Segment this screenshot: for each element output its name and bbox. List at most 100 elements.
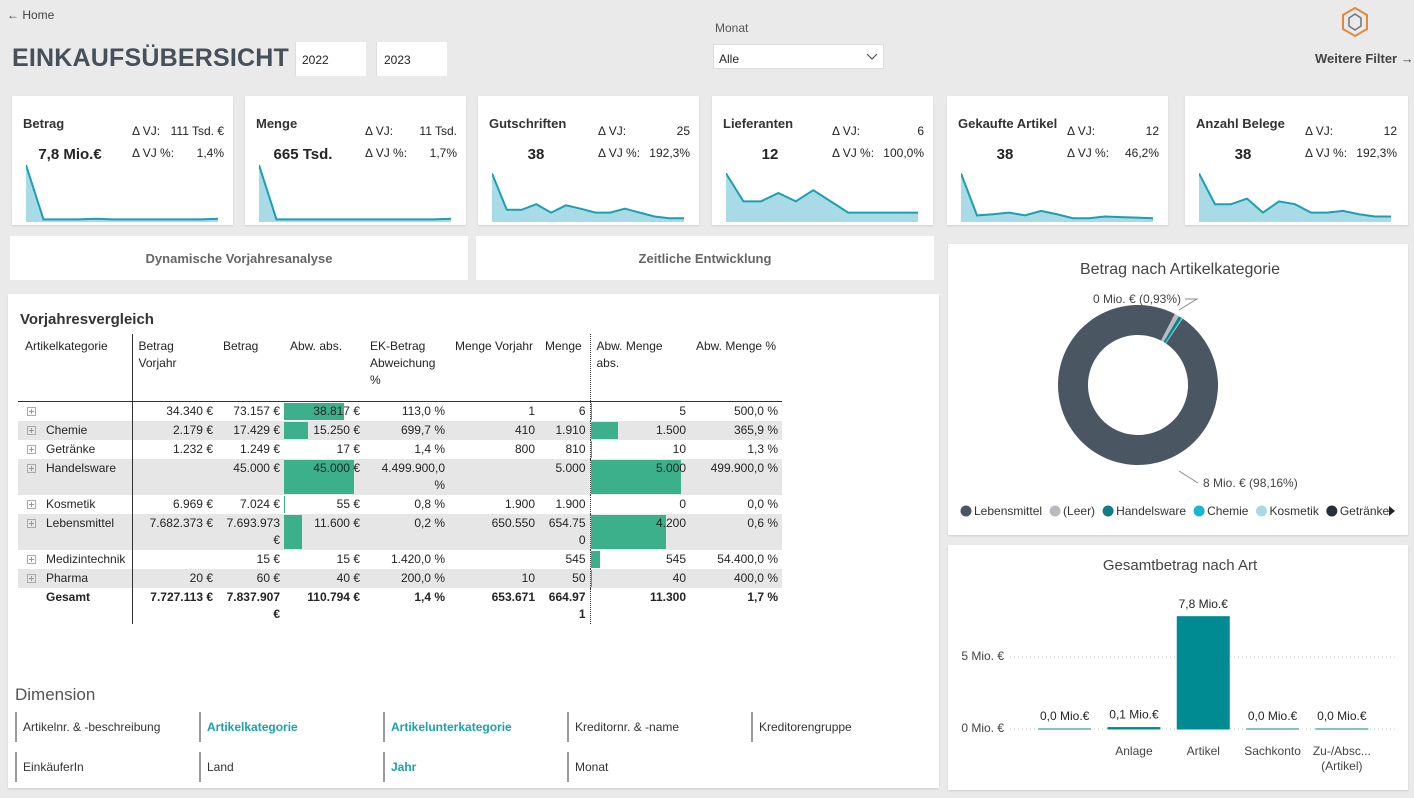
kpi-delta-pct: 46,2% <box>1124 146 1159 160</box>
table-cell: 1.249 € <box>217 440 284 459</box>
column-header: Abw. Menge abs. <box>589 334 690 402</box>
month-dropdown[interactable]: Alle <box>713 44 884 69</box>
dimension-option[interactable]: Monat <box>567 752 745 782</box>
dimension-option[interactable]: EinkäuferIn <box>15 752 193 782</box>
cell-text: 2.179 € <box>172 423 213 437</box>
table-cell: 0 <box>589 495 690 514</box>
year-tile[interactable]: 2022 <box>295 42 366 76</box>
table-cell: 55 € <box>284 495 364 514</box>
cell-text: 0 <box>679 497 686 511</box>
table-row: Getränke 1.232 € 1.249 € 17 € 1,4 % 800 810 10 1… <box>18 440 782 459</box>
table-cell: 810 <box>539 440 590 459</box>
cell-text: 800 <box>514 442 535 456</box>
expand-icon[interactable] <box>27 574 36 583</box>
dimension-option[interactable]: Artikelunterkategorie <box>383 712 561 742</box>
legend-next[interactable] <box>1389 506 1395 516</box>
dimension-option[interactable]: Kreditornr. & -name <box>567 712 745 742</box>
kpi-delta-pct: 1,4% <box>196 146 224 160</box>
bar <box>1246 728 1300 730</box>
cell-text: 1.900 <box>555 497 586 511</box>
dimension-option[interactable]: Artikelnr. & -beschreibung <box>15 712 193 742</box>
cell-text: 113,0 % <box>401 404 445 418</box>
kpi-title: Gutschriften <box>489 116 567 131</box>
kpi-delta-pct-label: Δ VJ %: <box>365 146 408 160</box>
dimension-option[interactable]: Artikelkategorie <box>199 712 377 742</box>
cell-text: 40 € <box>336 571 360 585</box>
cell-text: 545 <box>665 552 686 566</box>
table-cell: 0,6 % <box>690 514 782 550</box>
table-cell: 650.550 <box>449 514 539 550</box>
sparkline <box>726 172 918 222</box>
table-cell: 500,0 % <box>690 402 782 422</box>
kpi-card: Lieferanten 12 Δ VJ: Δ VJ %: 6 100,0% <box>712 96 933 225</box>
cell-text: Getränke <box>46 442 96 456</box>
comparison-table: Artikelkategorie Betrag Vorjahr Betrag Abw.… <box>18 334 782 624</box>
table-cell: 1.420,0 % <box>364 550 449 569</box>
table-cell: 45.000 € <box>217 459 284 495</box>
table-cell: 4.499.900,0 % <box>364 459 449 495</box>
nav-button[interactable]: Dynamische Vorjahresanalyse <box>10 236 468 280</box>
sparkline-line <box>726 172 918 214</box>
dimension-title: Dimension <box>15 685 96 704</box>
table-cell <box>449 459 539 495</box>
expand-icon[interactable] <box>27 407 36 416</box>
legend-marker <box>1255 505 1267 517</box>
dimension-option[interactable]: Jahr <box>383 752 561 782</box>
cell-text: Medizintechnik <box>46 552 126 566</box>
cell-text: 810 <box>565 442 586 456</box>
table-cell: 6.969 € <box>131 495 217 514</box>
year-tile[interactable]: 2023 <box>376 42 447 76</box>
nav-button[interactable]: Zeitliche Entwicklung <box>476 236 934 280</box>
data-label: 8 Mio. € (98,16%) <box>1203 476 1298 490</box>
kpi-card: Gutschriften 38 Δ VJ: Δ VJ %: 25 192,3% <box>478 96 699 225</box>
table-row: Medizintechnik 15 € 15 € 1.420,0 % 545 545 54.… <box>18 550 782 569</box>
cell-text: 5.000 <box>655 461 686 475</box>
dimension-option[interactable]: Land <box>199 752 377 782</box>
donut-segment <box>1161 313 1179 343</box>
kpi-title: Lieferanten <box>723 116 794 131</box>
donut-segment <box>1165 318 1183 344</box>
table-cell: 2.179 € <box>131 421 217 440</box>
table-cell: 15 € <box>284 550 364 569</box>
expand-icon[interactable] <box>27 426 36 435</box>
expand-icon[interactable] <box>27 555 36 564</box>
data-label: 0,0 Mio.€ <box>1317 709 1367 723</box>
y-tick-label: 5 Mio. € <box>961 649 1004 663</box>
expand-icon[interactable] <box>27 519 36 528</box>
table-row: 34.340 € 73.157 € 38.817 € 113,0 % 1 6 5 500,0 … <box>18 401 782 422</box>
table-cell: 1.910 <box>539 421 590 440</box>
bar-chart: Gesamtbetrag nach Art 0 Mio. € 5 Mio. € 0,… <box>961 557 1398 735</box>
cell-text: 654.750 <box>548 516 586 547</box>
cell-text: 34.340 € <box>166 404 213 418</box>
cell-text: 7.682.373 € <box>149 516 213 530</box>
table-cell <box>18 402 132 422</box>
expand-icon[interactable] <box>27 464 36 473</box>
donut-chart: Betrag nach Artikelkategorie 8 Mio. € (9… <box>960 261 1395 518</box>
home-link[interactable]: ← Home <box>7 8 55 22</box>
table-row: Pharma 20 € 60 € 40 € 200,0 % 10 50 40 400,0 % <box>18 569 782 588</box>
cell-text: 15.250 € <box>313 423 360 437</box>
donut-segment <box>1163 316 1182 343</box>
cell-text: 5 <box>679 404 686 418</box>
kpi-delta-label: Δ VJ: <box>1305 124 1334 138</box>
cell-text: 1,3 % <box>747 442 778 456</box>
sparkline <box>961 173 1153 222</box>
dimension-option[interactable]: Kreditorengruppe <box>751 712 929 742</box>
expand-icon[interactable] <box>27 445 36 454</box>
table-cell: 7.727.113 € <box>131 588 217 624</box>
kpi-delta: 12 <box>1145 124 1159 138</box>
table-cell: 1.500 <box>589 421 690 440</box>
expand-icon[interactable] <box>27 500 36 509</box>
sparkline-line <box>26 164 218 221</box>
table-cell: Kosmetik <box>18 495 132 514</box>
table-cell: 40 <box>589 569 690 588</box>
column-header: Artikelkategorie <box>18 334 132 402</box>
table-cell: 1 <box>449 402 539 422</box>
more-filters[interactable]: Weitere Filter → <box>1315 51 1414 66</box>
data-label: 7,8 Mio.€ <box>1179 597 1229 611</box>
table-cell: 0,0 % <box>690 495 782 514</box>
kpi-delta-pct-label: Δ VJ %: <box>1067 146 1110 160</box>
page-title: EINKAUFSÜBERSICHT <box>12 44 290 72</box>
column-header: Abw. Menge % <box>690 334 782 402</box>
data-label: 0,0 Mio.€ <box>1248 709 1298 723</box>
